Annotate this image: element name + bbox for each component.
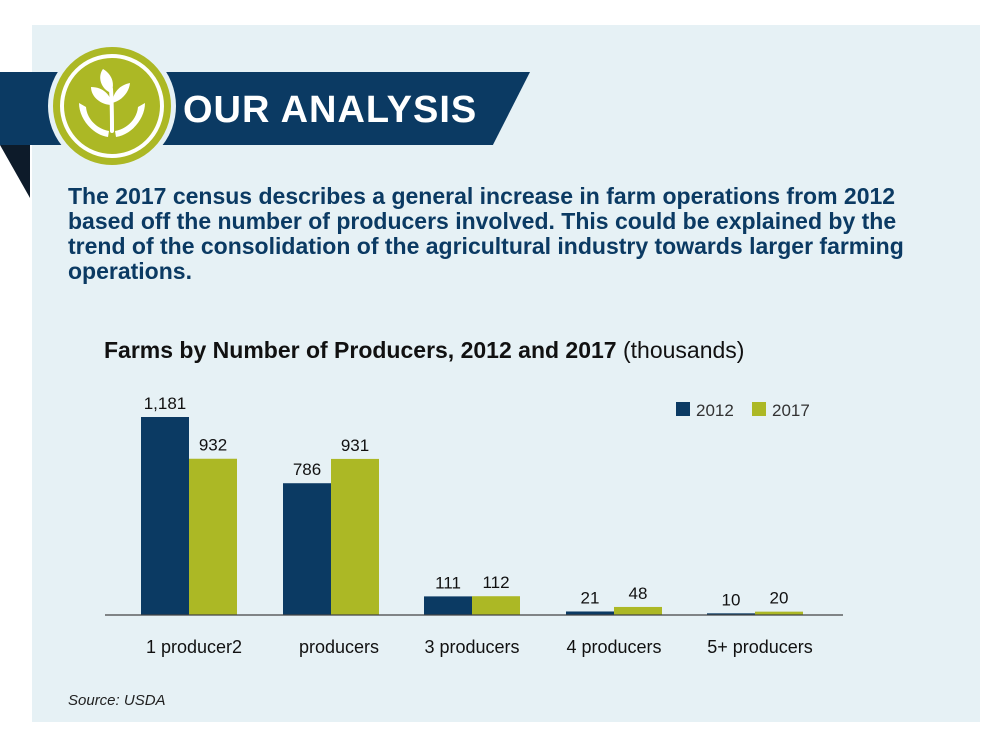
category-label-5: 5+ producers: [707, 637, 813, 657]
legend-swatch-2017: [752, 402, 766, 416]
banner-fold: [0, 145, 30, 198]
data-label-2017-1: 932: [199, 436, 227, 455]
bar-2017-3: [472, 596, 520, 615]
chart-title: Farms by Number of Producers, 2012 and 2…: [104, 337, 744, 364]
page-title: OUR ANALYSIS: [183, 89, 478, 131]
data-label-2012-4: 21: [581, 588, 600, 607]
chart-title-unit: (thousands): [622, 337, 745, 363]
bar-2017-2: [331, 458, 379, 615]
plant-in-hands-icon: [60, 54, 164, 158]
bar-2012-3: [424, 596, 472, 615]
bar-2012-5: [707, 613, 755, 615]
bar-2017-1: [189, 458, 237, 615]
data-label-2017-5: 20: [770, 589, 789, 608]
category-label-3: 3 producers: [424, 637, 519, 657]
source-note: Source: USDA: [68, 692, 166, 709]
data-label-2017-3: 112: [482, 573, 509, 592]
legend-swatch-2012: [676, 402, 690, 416]
category-label-1: 1 producer2: [146, 637, 242, 657]
data-label-2017-4: 48: [629, 584, 648, 603]
intro-paragraph: The 2017 census describes a general incr…: [68, 183, 904, 284]
bar-2017-5: [755, 611, 803, 615]
data-label-2012-3: 111: [435, 573, 461, 592]
category-label-4: 4 producers: [566, 637, 661, 657]
bar-2017-4: [614, 606, 662, 615]
data-label-2012-2: 786: [293, 460, 321, 479]
bar-2012-4: [566, 611, 614, 615]
logo-badge: [48, 42, 176, 170]
data-label-2017-2: 931: [341, 436, 369, 455]
legend-label-2012: 2012: [696, 401, 734, 420]
bar-2012-1: [141, 417, 189, 615]
data-label-2012-1: 1,181: [144, 394, 187, 413]
data-label-2012-5: 10: [722, 590, 741, 609]
chart-title-main: Farms by Number of Producers, 2012 and 2…: [104, 337, 617, 363]
bar-2012-2: [283, 483, 331, 615]
category-label-2: producers: [299, 637, 379, 657]
legend-label-2017: 2017: [772, 401, 810, 420]
